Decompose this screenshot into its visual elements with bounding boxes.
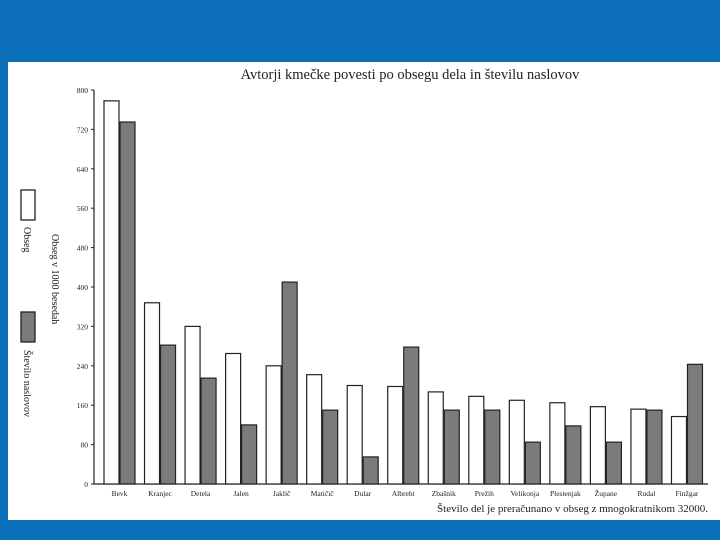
bar-stevilo [322,409,339,485]
x-category-label: Rudal [637,489,655,498]
bar-stevilo [403,346,420,485]
x-category-label: Matičič [311,489,335,498]
y-tick-label: 560 [77,204,89,213]
bar-stevilo [484,409,501,485]
bar-obseg [346,384,363,485]
legend-swatch-obseg [20,189,36,221]
x-category-label: Finžgar [676,489,699,498]
y-tick-label: 480 [77,244,89,253]
bar-stevilo [443,409,460,485]
bar-obseg [103,100,120,485]
bar-obseg [143,302,161,485]
bar-obseg [387,385,404,485]
y-tick-label: 320 [77,322,89,331]
x-category-label: Bevk [112,489,128,498]
x-category-label: Albreht [392,489,416,498]
y-tick-label: 160 [77,401,89,410]
legend-label-stevilo: Število naslovov [21,350,33,417]
y-axis-title: Obseg v 1000 besedah [49,234,60,324]
bar-stevilo [605,441,623,485]
slide-footer-band [0,520,720,540]
y-tick-label: 80 [81,441,89,450]
legend-label-obseg: Obseg [21,227,32,253]
chart-title: Avtorji kmečke povesti po obsegu dela in… [241,67,581,83]
y-tick-label: 0 [84,480,88,489]
bar-stevilo [362,456,379,485]
bar-obseg [508,399,525,485]
chart-footnote: Število del je preračunano v obseg z mno… [437,503,708,515]
bar-stevilo [119,121,136,485]
legend-swatch-stevilo [20,311,36,343]
bar-stevilo [241,424,258,485]
x-category-label: Detela [191,489,211,498]
bar-obseg [306,374,323,485]
bar-stevilo [200,377,217,485]
y-tick-label: 720 [77,125,89,134]
bar-obseg [427,391,444,485]
bar-stevilo [281,281,298,485]
bar-stevilo [686,363,704,485]
x-category-label: Kranjec [148,489,172,498]
bar-chart: Avtorji kmečke povesti po obsegu dela in… [20,67,708,515]
x-category-label: Jaklič [273,489,291,498]
y-tick-label: 800 [77,86,89,95]
bar-obseg [184,325,201,485]
bar-obseg [225,352,242,485]
bar-obseg [468,395,485,485]
bar-stevilo [646,409,663,485]
bar-obseg [630,408,647,485]
slide-header-band [0,0,720,62]
bar-obseg [549,402,566,485]
x-category-label: Župane [595,488,618,498]
bar-obseg [670,415,688,485]
x-category-label: Plestenjak [550,489,581,498]
x-category-label: Dular [354,489,372,498]
bar-obseg [589,406,607,485]
legend: Obseg Število naslovov [20,189,36,417]
x-category-label: Zbašnik [432,489,456,498]
bar-stevilo [524,441,541,485]
x-category-label: Velikonja [510,489,539,498]
x-category-label: Jalen [233,489,249,498]
y-tick-label: 240 [77,362,89,371]
y-tick-label: 400 [77,283,89,292]
bar-stevilo [565,425,582,485]
y-tick-label: 640 [77,165,89,174]
bar-stevilo [159,344,177,485]
chart-scan: Avtorji kmečke povesti po obsegu dela in… [8,62,720,520]
x-category-label: Prežih [475,489,494,498]
bar-obseg [265,365,282,485]
